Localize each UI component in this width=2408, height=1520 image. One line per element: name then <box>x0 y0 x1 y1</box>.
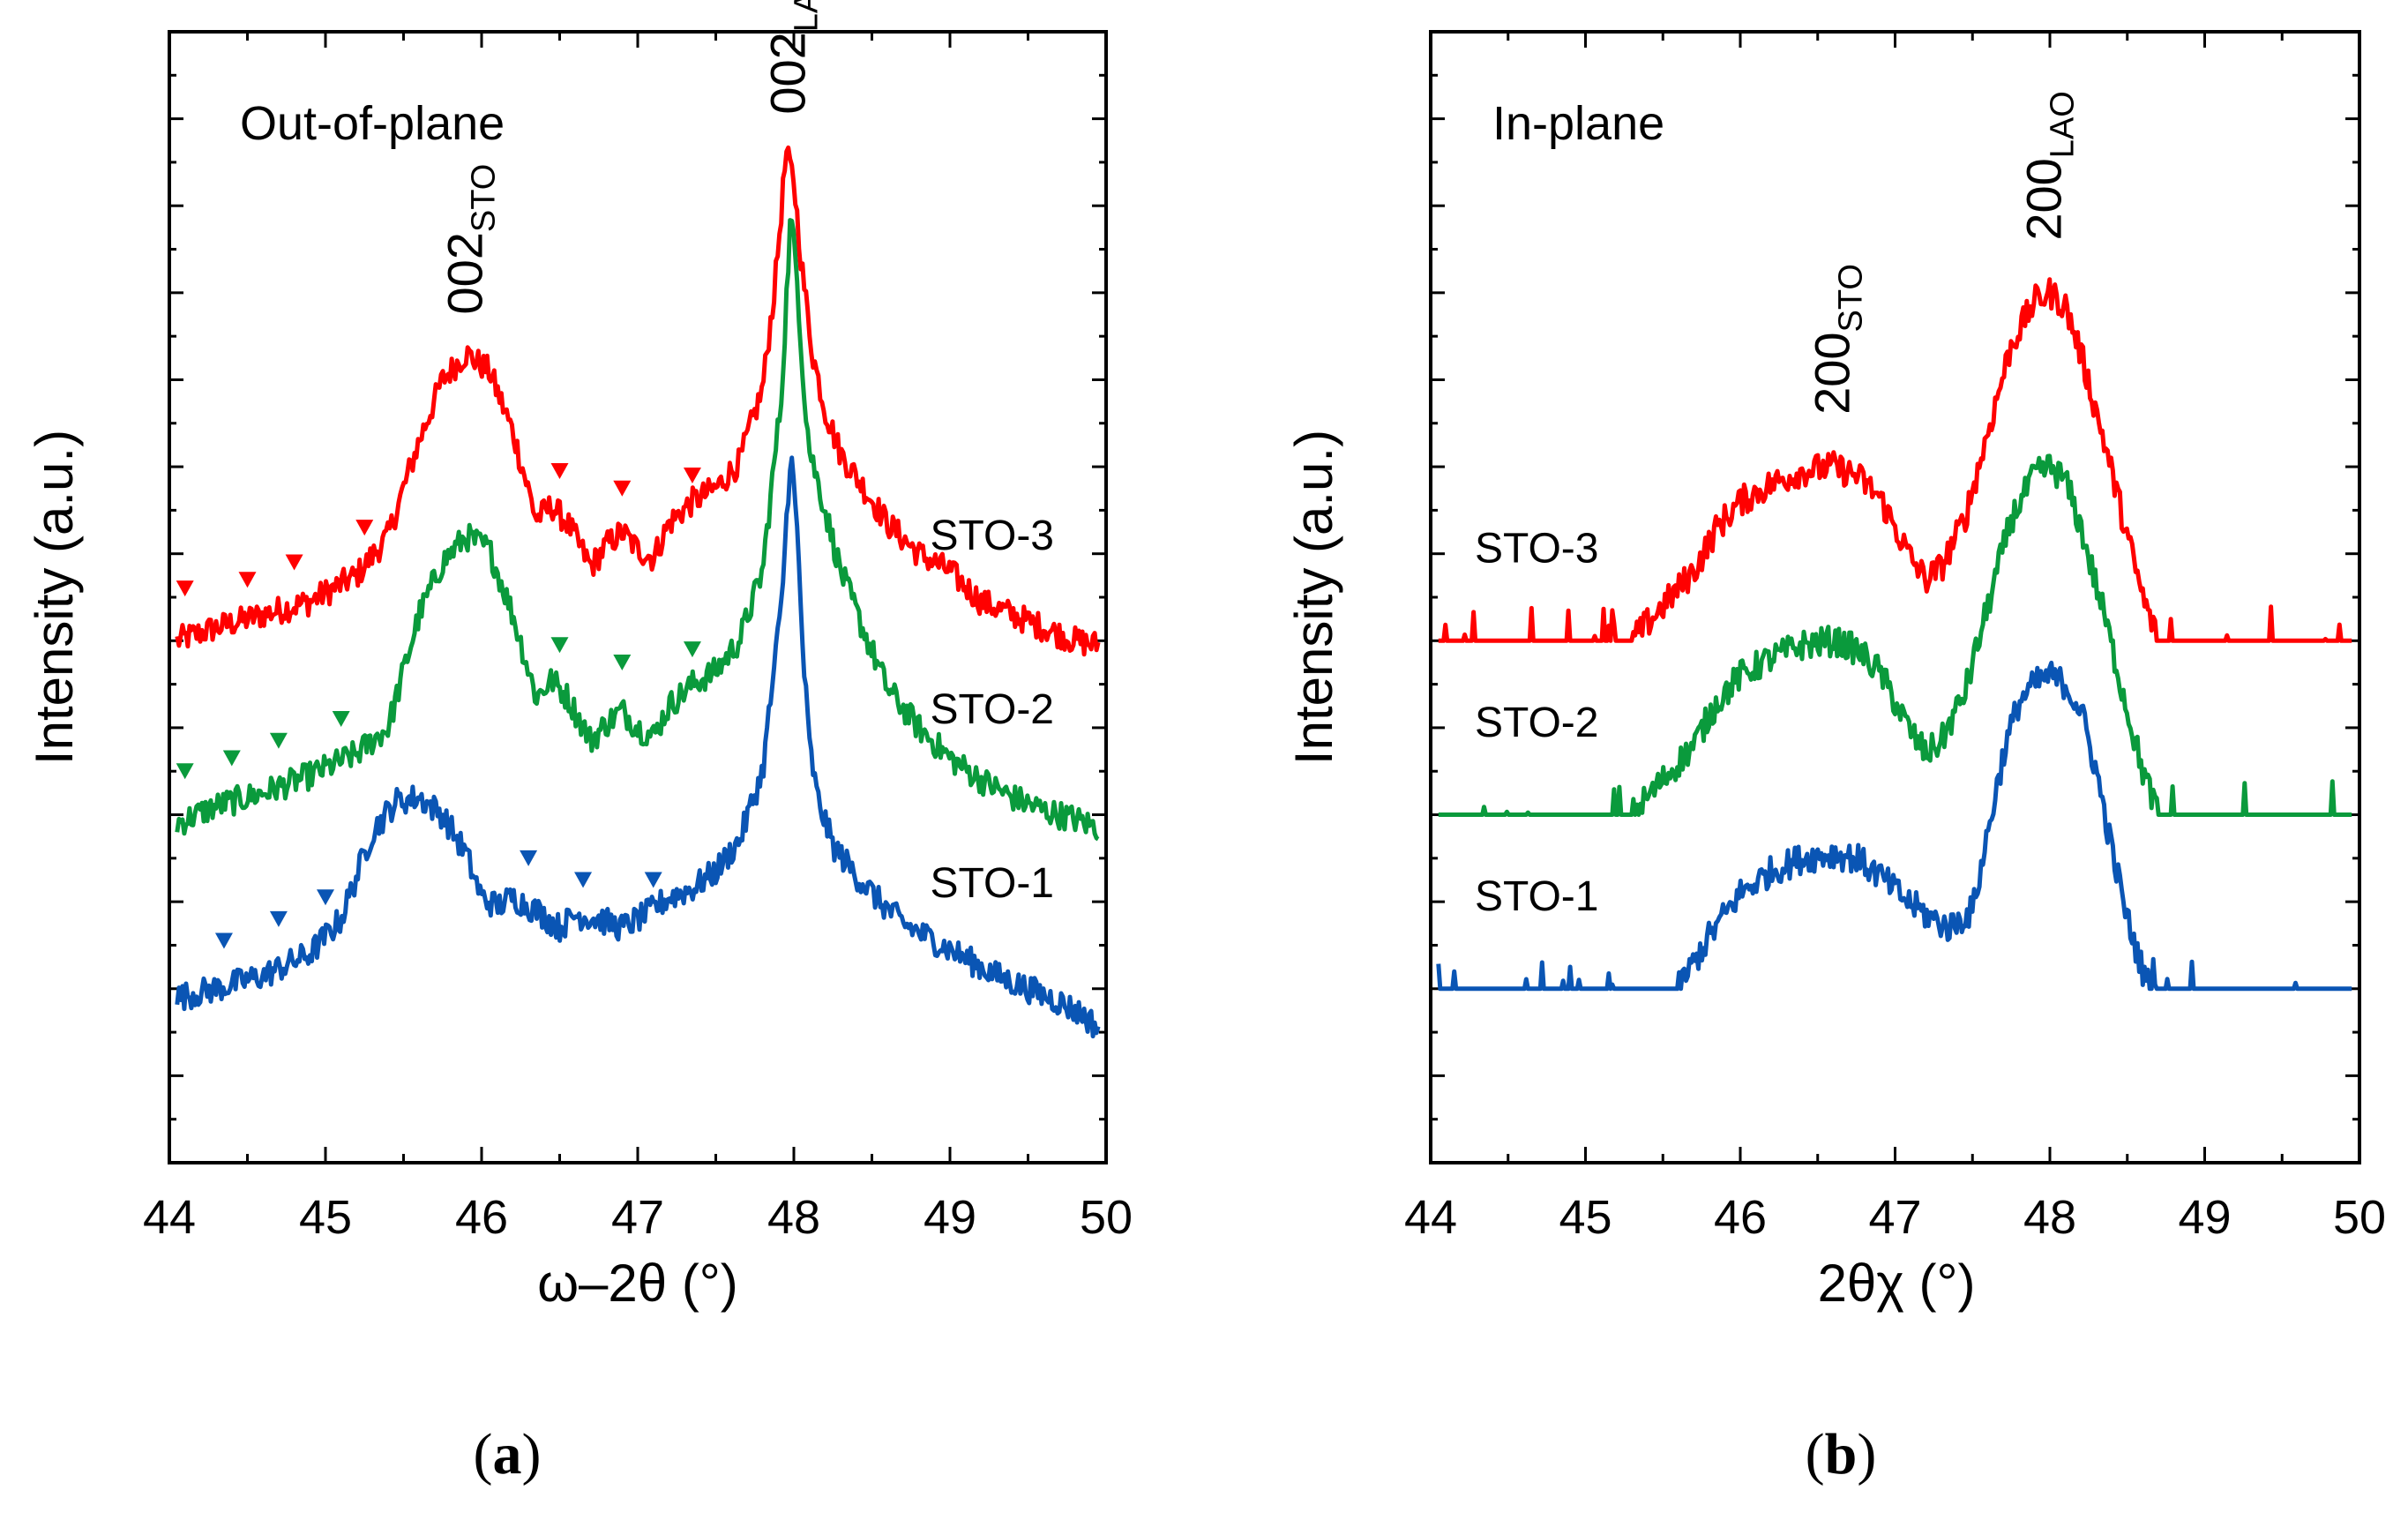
x-tick-label: 49 <box>924 1191 976 1244</box>
peak-label-base: 002 <box>437 232 492 314</box>
series-label-sto-1: STO-1 <box>931 860 1054 907</box>
satellite-peak-marker <box>269 732 288 749</box>
peak-label-sub: LAO <box>789 0 826 32</box>
peak-label: 002LAO <box>760 0 826 115</box>
series-labels-a: STO-3 STO-2 STO-1 <box>931 513 1054 907</box>
satellite-peak-marker <box>317 889 334 906</box>
tick-marks-b <box>1429 32 2361 1163</box>
series-line-sto-2 <box>1438 453 2352 817</box>
x-tick-label: 44 <box>143 1191 196 1244</box>
satellite-peak-marker <box>355 520 374 536</box>
caption-letter-a: a <box>493 1422 522 1486</box>
series-line-sto-3 <box>175 145 1101 657</box>
panel-caption-b: (b) <box>1806 1422 1877 1486</box>
y-axis-label-b: Intensity (a.u.) <box>1284 430 1343 765</box>
satellite-peak-marker <box>550 637 569 654</box>
peak-label: 002STO <box>437 164 502 315</box>
series-group-a <box>175 145 1101 1039</box>
satellite-peak-marker <box>238 572 257 588</box>
satellite-peak-marker <box>520 850 538 866</box>
satellite-peak-marker <box>176 763 194 780</box>
caption-open-a: ( <box>474 1422 493 1486</box>
series-line-sto-2 <box>175 218 1100 842</box>
peak-label: 200LAO <box>2016 91 2082 240</box>
x-tick-label: 50 <box>1080 1191 1133 1244</box>
satellite-peak-marker <box>613 480 632 497</box>
series-label-sto-1: STO-1 <box>1475 873 1598 920</box>
marker-group-a <box>176 463 701 949</box>
x-tick-label: 47 <box>611 1191 664 1244</box>
satellite-peak-marker <box>222 750 241 767</box>
x-axis-label-b: 2θχ (°) <box>1818 1254 1976 1313</box>
satellite-peak-marker <box>550 463 569 480</box>
peak-label-base: 200 <box>2016 158 2072 240</box>
plot-frame-b <box>1429 30 2361 1164</box>
series-group-b <box>1436 277 2352 992</box>
x-tick-label: 45 <box>299 1191 352 1244</box>
series-line-sto-1 <box>1436 660 2352 992</box>
series-line-sto-1 <box>175 455 1101 1039</box>
caption-close-a: ) <box>522 1422 542 1486</box>
caption-letter-b: b <box>1825 1422 1858 1486</box>
x-tick-labels-b: 44 45 46 47 48 49 50 <box>1404 1191 2386 1244</box>
peak-label: 200STO <box>1804 264 1869 415</box>
satellite-peak-marker <box>332 711 350 728</box>
panel-a: Out-of-plane Intensity (a.u.) ω–2θ (°) 4… <box>25 0 1133 1486</box>
x-axis-label-a: ω–2θ (°) <box>537 1254 738 1313</box>
peak-label-base: 002 <box>760 32 816 114</box>
x-tick-label: 49 <box>2178 1191 2231 1244</box>
series-label-sto-3: STO-3 <box>931 513 1054 559</box>
x-tick-label: 48 <box>2023 1191 2076 1244</box>
series-labels-b: STO-3 STO-2 STO-1 <box>1475 526 1598 920</box>
satellite-peak-marker <box>683 641 701 658</box>
series-label-sto-2: STO-2 <box>1475 700 1598 746</box>
panel-title-a: Out-of-plane <box>240 97 505 150</box>
panel-caption-a: (a) <box>474 1422 542 1486</box>
series-line-sto-3 <box>1438 277 2352 643</box>
satellite-peak-marker <box>613 654 632 670</box>
panel-title-b: In-plane <box>1492 97 1664 150</box>
peak-label-sub: LAO <box>2045 91 2082 158</box>
satellite-peak-marker <box>574 872 593 888</box>
x-tick-label: 48 <box>767 1191 820 1244</box>
satellite-peak-marker <box>644 872 662 888</box>
x-tick-label: 46 <box>455 1191 508 1244</box>
satellite-peak-marker <box>214 932 233 949</box>
y-axis-label-a: Intensity (a.u.) <box>25 430 84 765</box>
x-tick-label: 45 <box>1559 1191 1612 1244</box>
x-tick-labels-a: 44 45 46 47 48 49 50 <box>143 1191 1133 1244</box>
satellite-peak-marker <box>285 554 303 571</box>
tick-marks-a <box>168 32 1108 1163</box>
satellite-peak-marker <box>269 910 288 927</box>
satellite-peak-marker <box>683 467 701 483</box>
peak-label-sub: STO <box>1832 264 1869 332</box>
panel-b: In-plane Intensity (a.u.) 2θχ (°) 44 45 46… <box>1284 30 2386 1486</box>
series-label-sto-2: STO-2 <box>931 686 1054 733</box>
x-tick-label: 46 <box>1714 1191 1767 1244</box>
x-tick-label: 47 <box>1868 1191 1921 1244</box>
series-label-sto-3: STO-3 <box>1475 526 1598 573</box>
caption-close-b: ) <box>1857 1422 1876 1486</box>
peak-labels-a: 002STO002LAO <box>437 0 826 315</box>
x-tick-label: 50 <box>2333 1191 2386 1244</box>
peak-label-base: 200 <box>1804 332 1859 414</box>
satellite-peak-marker <box>176 580 194 597</box>
peak-label-sub: STO <box>465 164 502 232</box>
x-tick-label: 44 <box>1404 1191 1457 1244</box>
caption-open-b: ( <box>1806 1422 1825 1486</box>
